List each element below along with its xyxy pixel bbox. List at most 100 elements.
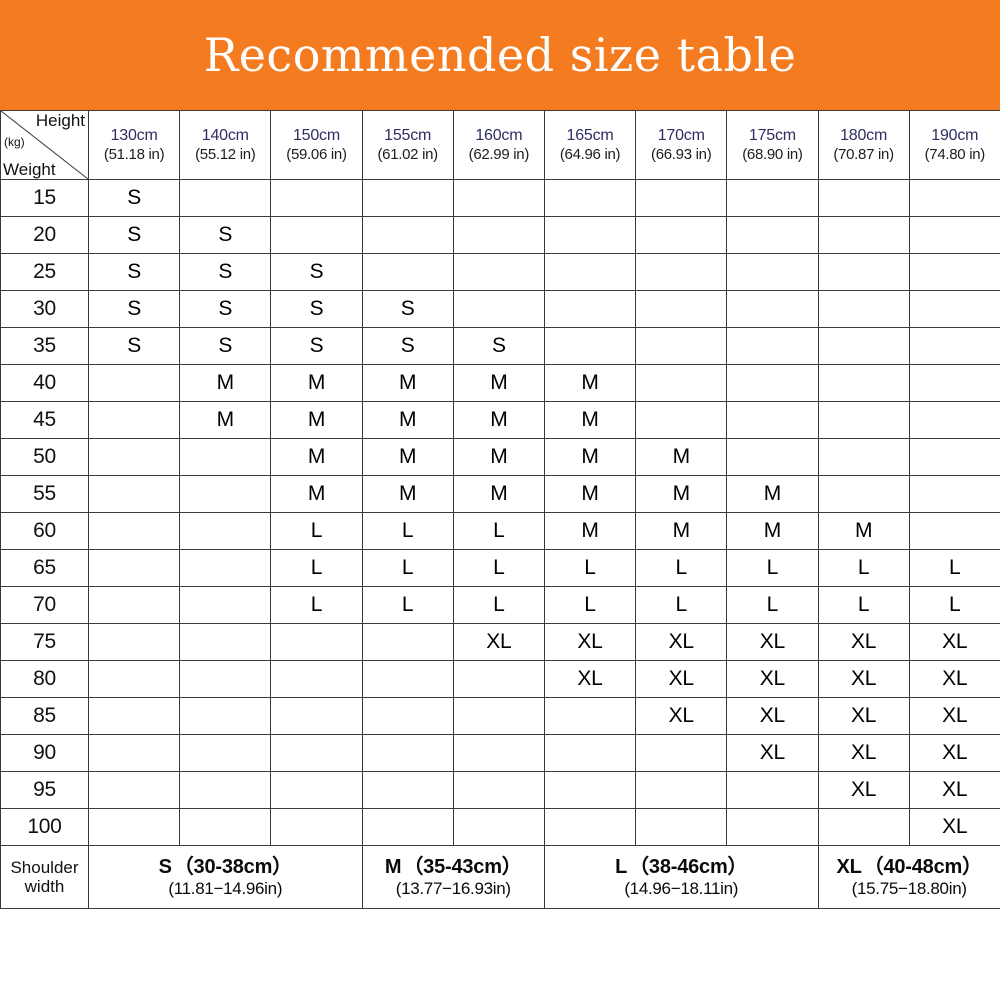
column-header-150cm: 150cm (59.06 in) <box>270 110 363 180</box>
row-header-weight-35: 35 <box>0 327 89 365</box>
corner-weight-label: Weight <box>3 160 56 180</box>
size-cell-XL: XL <box>635 623 728 661</box>
size-cell-M: M <box>361 401 454 439</box>
size-cell-empty <box>817 327 910 365</box>
row-header-weight-70: 70 <box>0 586 89 624</box>
size-cell-L: L <box>270 586 363 624</box>
row-header-weight-45: 45 <box>0 401 89 439</box>
size-cell-M: M <box>543 475 637 513</box>
table-row: 70 L L L L L L L L <box>0 586 1000 624</box>
column-header-130cm: 130cm (51.18 in) <box>87 110 181 180</box>
size-cell-empty <box>817 808 910 846</box>
corner-unit-label: (kg) <box>4 135 25 149</box>
size-cell-S: S <box>87 253 181 291</box>
size-cell-empty <box>179 734 272 772</box>
column-header-cm: 165cm <box>566 127 614 145</box>
size-cell-empty <box>726 401 819 439</box>
size-cell-S: S <box>179 290 272 328</box>
size-cell-empty <box>543 253 637 291</box>
column-header-inch: (55.12 in) <box>195 145 256 163</box>
column-header-cm: 170cm <box>657 127 705 145</box>
table-row: 85 XL XL XL XL <box>0 697 1000 735</box>
column-header-inch: (64.96 in) <box>559 145 621 163</box>
size-cell-M: M <box>543 401 637 439</box>
column-header-190cm: 190cm (74.80 in) <box>908 110 1000 180</box>
row-header-weight-50: 50 <box>0 438 89 476</box>
size-cell-S: S <box>179 327 272 365</box>
shoulder-legend-range-in: (11.81−14.96in) <box>168 878 283 898</box>
size-cell-L: L <box>452 586 545 624</box>
size-cell-L: L <box>452 549 545 587</box>
table-row: 55 M M M M M M <box>0 475 1000 513</box>
shoulder-legend-size-and-cm: M （35-43cm） <box>363 855 544 879</box>
size-cell-empty <box>817 401 910 439</box>
size-cell-empty <box>361 179 454 217</box>
column-header-160cm: 160cm (62.99 in) <box>452 110 545 180</box>
shoulder-legend-range-in: (15.75−18.80in) <box>851 878 967 898</box>
size-cell-M: M <box>270 364 363 402</box>
size-cell-M: M <box>270 438 363 476</box>
size-cell-empty <box>817 290 910 328</box>
row-header-weight-95: 95 <box>0 771 89 809</box>
size-cell-empty <box>635 179 728 217</box>
size-cell-empty <box>726 216 819 254</box>
size-cell-S: S <box>361 290 454 328</box>
size-cell-empty <box>270 623 363 661</box>
size-cell-S: S <box>87 327 181 365</box>
size-cell-empty <box>179 179 272 217</box>
size-cell-empty <box>726 808 819 846</box>
column-header-cm: 160cm <box>475 127 523 145</box>
table-row: 40 M M M M M <box>0 364 1000 402</box>
size-cell-M: M <box>543 364 637 402</box>
size-cell-empty <box>361 660 454 698</box>
size-cell-empty <box>361 808 454 846</box>
size-cell-M: M <box>361 475 454 513</box>
table-body: 15 S 20 S S 25 S S S 30 S S S S 35 S S S S S 40 M M M M M 45 M M M M M 5… <box>0 179 1000 846</box>
size-cell-S: S <box>270 327 363 365</box>
table-row: 45 M M M M M <box>0 401 1000 439</box>
size-cell-empty <box>817 438 910 476</box>
size-cell-empty <box>270 734 363 772</box>
corner-height-label: Height <box>35 111 85 130</box>
size-cell-empty <box>635 771 728 809</box>
size-cell-L: L <box>817 586 910 624</box>
row-header-weight-90: 90 <box>0 734 89 772</box>
size-cell-empty <box>543 808 637 846</box>
table-row: 30 S S S S <box>0 290 1000 328</box>
size-cell-M: M <box>726 475 819 513</box>
shoulder-legend-range-cm: （38-46cm） <box>629 855 748 878</box>
size-cell-empty <box>543 290 637 328</box>
page-title: Recommended size table <box>203 28 797 82</box>
column-header-inch: (74.80 in) <box>924 145 986 163</box>
size-cell-S: S <box>87 290 181 328</box>
size-cell-empty <box>543 179 637 217</box>
size-cell-XL: XL <box>908 697 1000 735</box>
size-cell-empty <box>179 660 272 698</box>
table-row: 75 XL XL XL XL XL XL <box>0 623 1000 661</box>
size-cell-M: M <box>726 512 819 550</box>
size-cell-empty <box>543 771 637 809</box>
size-cell-XL: XL <box>726 697 819 735</box>
size-cell-empty <box>361 734 454 772</box>
column-header-140cm: 140cm (55.12 in) <box>179 110 272 180</box>
size-cell-empty <box>87 697 181 735</box>
size-cell-empty <box>908 401 1000 439</box>
size-cell-XL: XL <box>817 623 910 661</box>
size-cell-empty <box>908 327 1000 365</box>
size-cell-empty <box>726 179 819 217</box>
size-cell-empty <box>452 253 545 291</box>
size-cell-empty <box>452 179 545 217</box>
column-header-inch: (59.06 in) <box>286 145 347 163</box>
size-cell-XL: XL <box>817 771 910 809</box>
size-cell-XL: XL <box>908 808 1000 846</box>
size-cell-empty <box>543 216 637 254</box>
size-cell-XL: XL <box>908 623 1000 661</box>
size-cell-empty <box>452 734 545 772</box>
size-cell-empty <box>817 475 910 513</box>
size-cell-L: L <box>726 549 819 587</box>
size-cell-S: S <box>87 216 181 254</box>
size-cell-empty <box>726 253 819 291</box>
size-cell-S: S <box>179 253 272 291</box>
column-header-cm: 140cm <box>201 127 249 145</box>
size-cell-L: L <box>543 549 637 587</box>
